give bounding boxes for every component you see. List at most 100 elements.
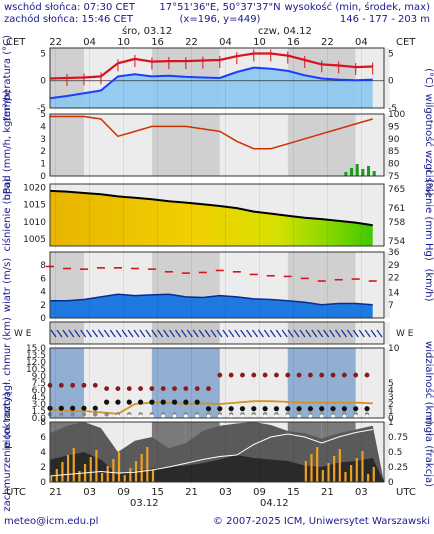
cloud-base-dot	[205, 406, 212, 412]
wind-arrow	[74, 329, 81, 338]
wind-arrow	[92, 329, 98, 338]
cloud-top-dot	[138, 386, 143, 391]
y-tick-label-right: 75	[388, 172, 399, 182]
panel-frame	[49, 251, 385, 319]
compass-icon: W E	[396, 329, 414, 339]
cloud-top-dot	[81, 382, 87, 388]
y-axis-label: wiatr (m/s)	[2, 258, 13, 313]
cloud-base-dot	[262, 406, 268, 412]
y-tick-label-right: 0.25	[388, 463, 408, 473]
hour-tick-top: 22	[185, 37, 198, 48]
precip-bar	[372, 171, 376, 176]
y-tick-label: 8	[40, 261, 46, 271]
wind-arrow	[275, 329, 282, 338]
fog-dot	[206, 414, 211, 418]
pressure-panel: 1005 1010 1015 1020 754 758 761 765 ciśnienie (h…	[1, 169, 434, 261]
y-axis-label-right: mgła (frakcja)	[423, 417, 434, 487]
day-label-top-1: śro, 03.12	[122, 25, 172, 37]
fog-bar	[129, 468, 132, 482]
y-tick-label-right: 36	[388, 248, 400, 258]
y-axis-label: zachmurzenie (oktanty)	[2, 392, 13, 511]
wind-arrow	[305, 329, 312, 338]
y-tick-label: 0	[40, 77, 46, 87]
fog-dot	[127, 414, 132, 418]
day-night-stripe	[185, 348, 220, 418]
day-night-stripe	[355, 348, 390, 418]
hour-tick-top: 04	[83, 37, 96, 48]
y-tick-label: 5	[40, 110, 46, 120]
fog-dot	[331, 414, 335, 418]
wind-arrow	[50, 329, 57, 338]
wind-arrow	[281, 329, 288, 338]
y-tick-label: 2	[40, 147, 46, 157]
y-tick-label: 4	[40, 122, 46, 132]
wind-arrow	[376, 329, 383, 338]
day-night-stripe	[117, 348, 152, 418]
wind-area	[50, 294, 373, 318]
cloud-base-dot	[81, 405, 87, 411]
fog-dot	[240, 414, 245, 418]
hour-tick-bottom: 15	[151, 487, 164, 498]
fog-dot	[297, 414, 301, 418]
y-tick-label-right: -5	[388, 104, 397, 114]
cloud-top-dot	[240, 372, 245, 378]
day-night-stripe	[321, 348, 356, 418]
cloud-top-dot	[172, 386, 177, 391]
y-tick-label-right: 4	[388, 386, 394, 396]
wind-arrow	[246, 329, 253, 338]
wind-arrow	[121, 329, 128, 338]
cloud-base-dot	[194, 399, 200, 405]
fog-bar	[151, 470, 155, 482]
wind-arrow	[174, 329, 181, 338]
cloud-base-dot	[183, 399, 189, 405]
y-tick-label: 6.0	[32, 386, 47, 396]
wind-arrow	[234, 329, 241, 338]
wind-arrow	[145, 329, 152, 338]
y-tick-label-right: 0	[388, 478, 394, 488]
cloud-base-dot	[273, 406, 280, 412]
fog-bar	[50, 476, 53, 482]
y-tick-label: 6	[40, 433, 46, 443]
fog-bar	[338, 449, 341, 482]
y-tick-label-right: 95	[388, 122, 399, 132]
panel-frame	[49, 347, 385, 419]
footer-email[interactable]: meteo@icm.edu.pl	[4, 516, 98, 527]
fog-dot	[172, 414, 177, 418]
wind-arrow	[86, 329, 93, 338]
fog-dot	[263, 414, 267, 418]
fog-dot	[319, 414, 324, 418]
y-tick-label: 4.5	[32, 393, 46, 403]
cloud-top-dot	[308, 372, 313, 378]
cloud-top-dot	[251, 372, 257, 378]
pressure-area	[50, 190, 373, 246]
fog-dot	[353, 414, 358, 418]
hour-tick-bottom: 15	[287, 487, 300, 498]
wind-arrow	[115, 329, 122, 338]
fog-bar	[310, 454, 313, 482]
cloud-base-dot	[70, 405, 76, 411]
cloud-base-dot	[296, 406, 302, 412]
hour-tick-top: 16	[151, 37, 164, 48]
fog-bar	[146, 447, 149, 482]
hour-tick-bottom: 21	[49, 487, 62, 498]
precip-bar	[350, 168, 354, 176]
fog-bar	[344, 472, 347, 482]
cloud-base-dot	[319, 406, 325, 412]
fog-bar	[327, 463, 330, 482]
day-night-stripe	[50, 322, 84, 344]
fog-dot	[342, 414, 347, 418]
precip-bar	[361, 169, 365, 176]
fog-bar	[355, 458, 358, 482]
y-axis-label: temperatura (°C)	[2, 35, 13, 121]
wind-arrow	[151, 329, 158, 338]
y-tick-label: 15.0	[26, 344, 46, 354]
wind-arrow	[139, 329, 146, 338]
hours-top-axis: 22 04 10 16 22 04 10 16 22 04	[49, 37, 367, 48]
sunrise-text: wschód słońca: 07:30 CET	[4, 1, 136, 13]
fog-bar	[78, 471, 81, 482]
fog-dot	[150, 414, 154, 418]
wind-arrow	[133, 329, 140, 338]
wind-arrow	[186, 329, 193, 338]
day-night-stripe	[83, 348, 118, 418]
